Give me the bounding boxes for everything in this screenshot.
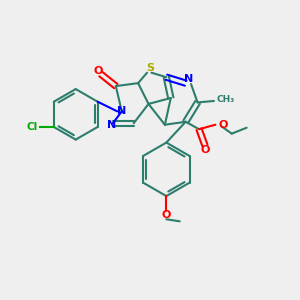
Text: O: O (200, 145, 210, 155)
Text: CH₃: CH₃ (216, 95, 235, 104)
Text: O: O (218, 120, 228, 130)
Text: O: O (93, 66, 103, 76)
Text: N: N (184, 74, 193, 84)
Text: N: N (107, 120, 116, 130)
Text: S: S (146, 63, 154, 73)
Text: Cl: Cl (26, 122, 38, 132)
Text: N: N (117, 106, 126, 116)
Text: O: O (162, 210, 171, 220)
